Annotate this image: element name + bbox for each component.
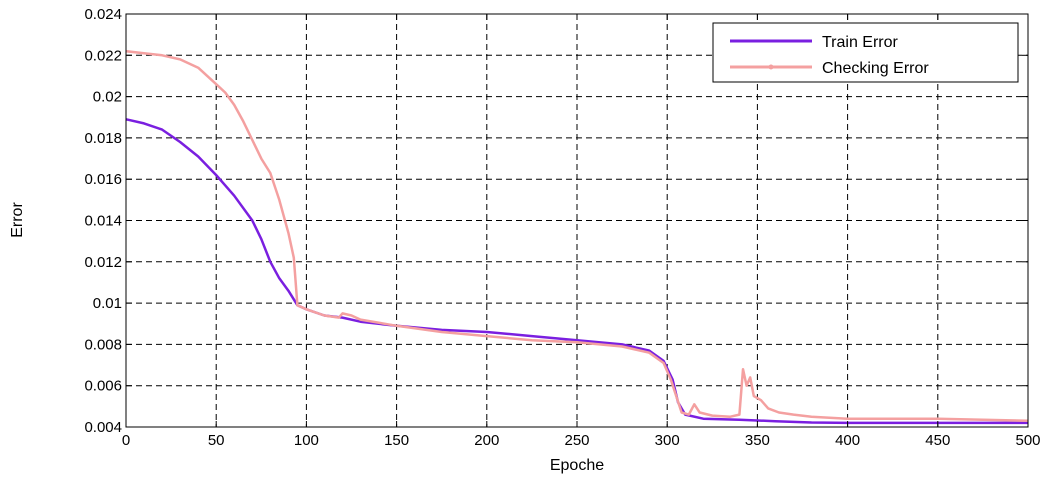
y-tick-label: 0.006	[84, 378, 122, 395]
y-tick-label: 0.01	[93, 295, 122, 312]
x-tick-label: 400	[835, 432, 860, 449]
legend-marker-checking-error	[768, 64, 774, 70]
y-tick-label: 0.014	[84, 213, 122, 230]
y-tick-label: 0.004	[84, 419, 122, 436]
x-tick-label: 350	[745, 432, 770, 449]
y-tick-label: 0.016	[84, 171, 122, 188]
x-tick-label: 0	[122, 432, 130, 449]
y-tick-label: 0.022	[84, 47, 122, 64]
y-axis-label: Error	[9, 202, 26, 238]
x-tick-label: 150	[384, 432, 409, 449]
x-tick-label: 300	[655, 432, 680, 449]
y-tick-label: 0.024	[84, 6, 122, 23]
legend: Train Error Checking Error	[712, 22, 1019, 83]
x-tick-label: 250	[564, 432, 589, 449]
axis-ticks: 0 50 100 150 200 250 300 350 400 450 500 0.004 0.006…	[84, 6, 1040, 449]
y-tick-label: 0.018	[84, 130, 122, 147]
legend-box	[712, 22, 1019, 83]
y-tick-label: 0.02	[93, 89, 122, 106]
x-tick-label: 200	[474, 432, 499, 449]
grid	[126, 14, 1028, 427]
series-line-checking-error	[125, 49, 1029, 423]
y-tick-label: 0.012	[84, 254, 122, 271]
legend-label-train-error: Train Error	[822, 34, 899, 51]
x-tick-label: 450	[925, 432, 950, 449]
x-axis-label: Epoche	[550, 457, 604, 474]
x-tick-label: 100	[294, 432, 319, 449]
x-tick-label: 50	[208, 432, 225, 449]
legend-label-checking-error: Checking Error	[822, 60, 929, 77]
y-tick-label: 0.008	[84, 336, 122, 353]
x-tick-label: 500	[1015, 432, 1040, 449]
series-layer	[125, 49, 1029, 425]
